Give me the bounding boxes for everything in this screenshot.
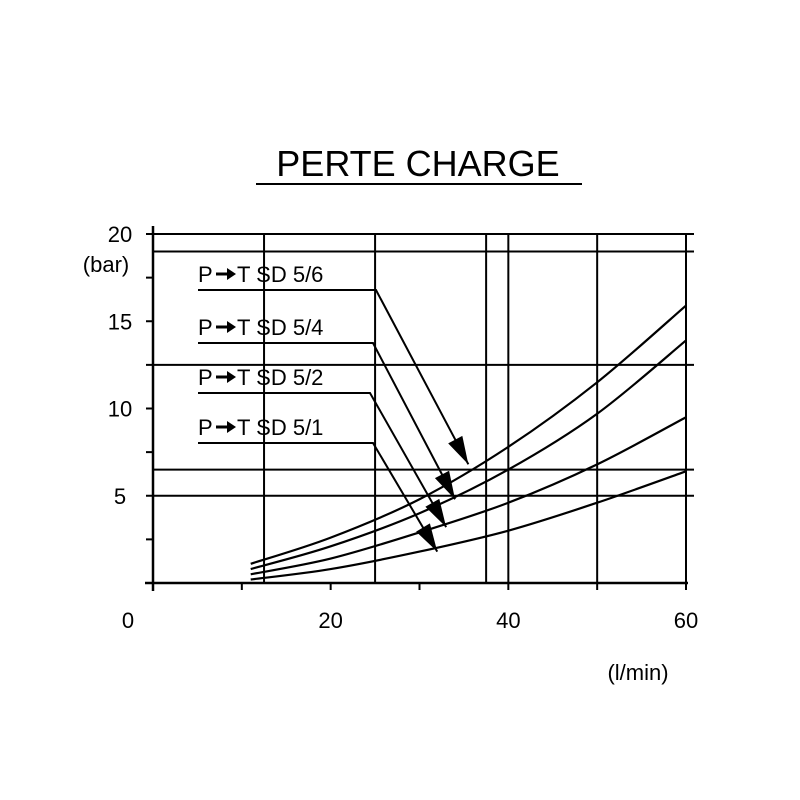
curve-labels: P T SD 5/6 P T SD 5/4 P T SD 5/2 P T SD 5/1 bbox=[198, 262, 470, 553]
x-tick-label-3: 60 bbox=[674, 608, 698, 633]
y-tick-label-1: 15 bbox=[108, 309, 132, 334]
y-tick-label-2: 10 bbox=[108, 397, 132, 422]
p-t-arrow-head-3 bbox=[227, 421, 236, 433]
curve-label-0: P T SD 5/6 bbox=[198, 262, 470, 465]
curve-label-suffix-0: T SD 5/6 bbox=[237, 262, 323, 287]
curve-label-3: P T SD 5/1 bbox=[198, 415, 439, 553]
leader-arrowhead-1 bbox=[434, 470, 456, 500]
p-t-arrow-head-2 bbox=[227, 371, 236, 383]
curves bbox=[250, 304, 687, 581]
x-tick-label-0: 0 bbox=[122, 608, 134, 633]
curve-label-text-0: P bbox=[198, 262, 213, 287]
series-curve-3 bbox=[250, 470, 687, 581]
x-tick-label-2: 40 bbox=[496, 608, 520, 633]
curve-label-text-1: P bbox=[198, 315, 213, 340]
leader-line-0 bbox=[198, 289, 470, 465]
leader-arrowhead-2 bbox=[425, 498, 447, 528]
grid bbox=[153, 233, 694, 583]
leader-arrowhead-0 bbox=[448, 435, 469, 465]
series-curve-2 bbox=[250, 416, 687, 576]
leader-line-3 bbox=[198, 442, 439, 553]
leader-line-2 bbox=[198, 392, 448, 528]
leader-arrowhead-3 bbox=[416, 523, 438, 552]
p-t-arrow-head-0 bbox=[227, 268, 236, 280]
leader-line-1 bbox=[198, 342, 456, 500]
curve-label-2: P T SD 5/2 bbox=[198, 365, 448, 528]
axes bbox=[145, 226, 688, 591]
tick-labels: 20 15 10 5 0 20 40 60 bbox=[108, 222, 698, 633]
series-curve-1 bbox=[250, 339, 687, 571]
x-tick-label-1: 20 bbox=[318, 608, 342, 633]
y-axis-unit-label: (bar) bbox=[83, 252, 129, 277]
y-tick-label-0: 20 bbox=[108, 222, 132, 247]
x-axis-unit-label: (l/min) bbox=[607, 660, 668, 685]
curve-label-1: P T SD 5/4 bbox=[198, 315, 456, 500]
p-t-arrow-head-1 bbox=[227, 321, 236, 333]
curve-label-suffix-1: T SD 5/4 bbox=[237, 315, 323, 340]
chart-title: PERTE CHARGE bbox=[276, 143, 559, 184]
y-tick-label-3: 5 bbox=[114, 484, 126, 509]
series-curve-0 bbox=[250, 304, 687, 565]
curve-label-suffix-3: T SD 5/1 bbox=[237, 415, 323, 440]
curve-label-suffix-2: T SD 5/2 bbox=[237, 365, 323, 390]
curve-label-text-3: P bbox=[198, 415, 213, 440]
curve-label-text-2: P bbox=[198, 365, 213, 390]
